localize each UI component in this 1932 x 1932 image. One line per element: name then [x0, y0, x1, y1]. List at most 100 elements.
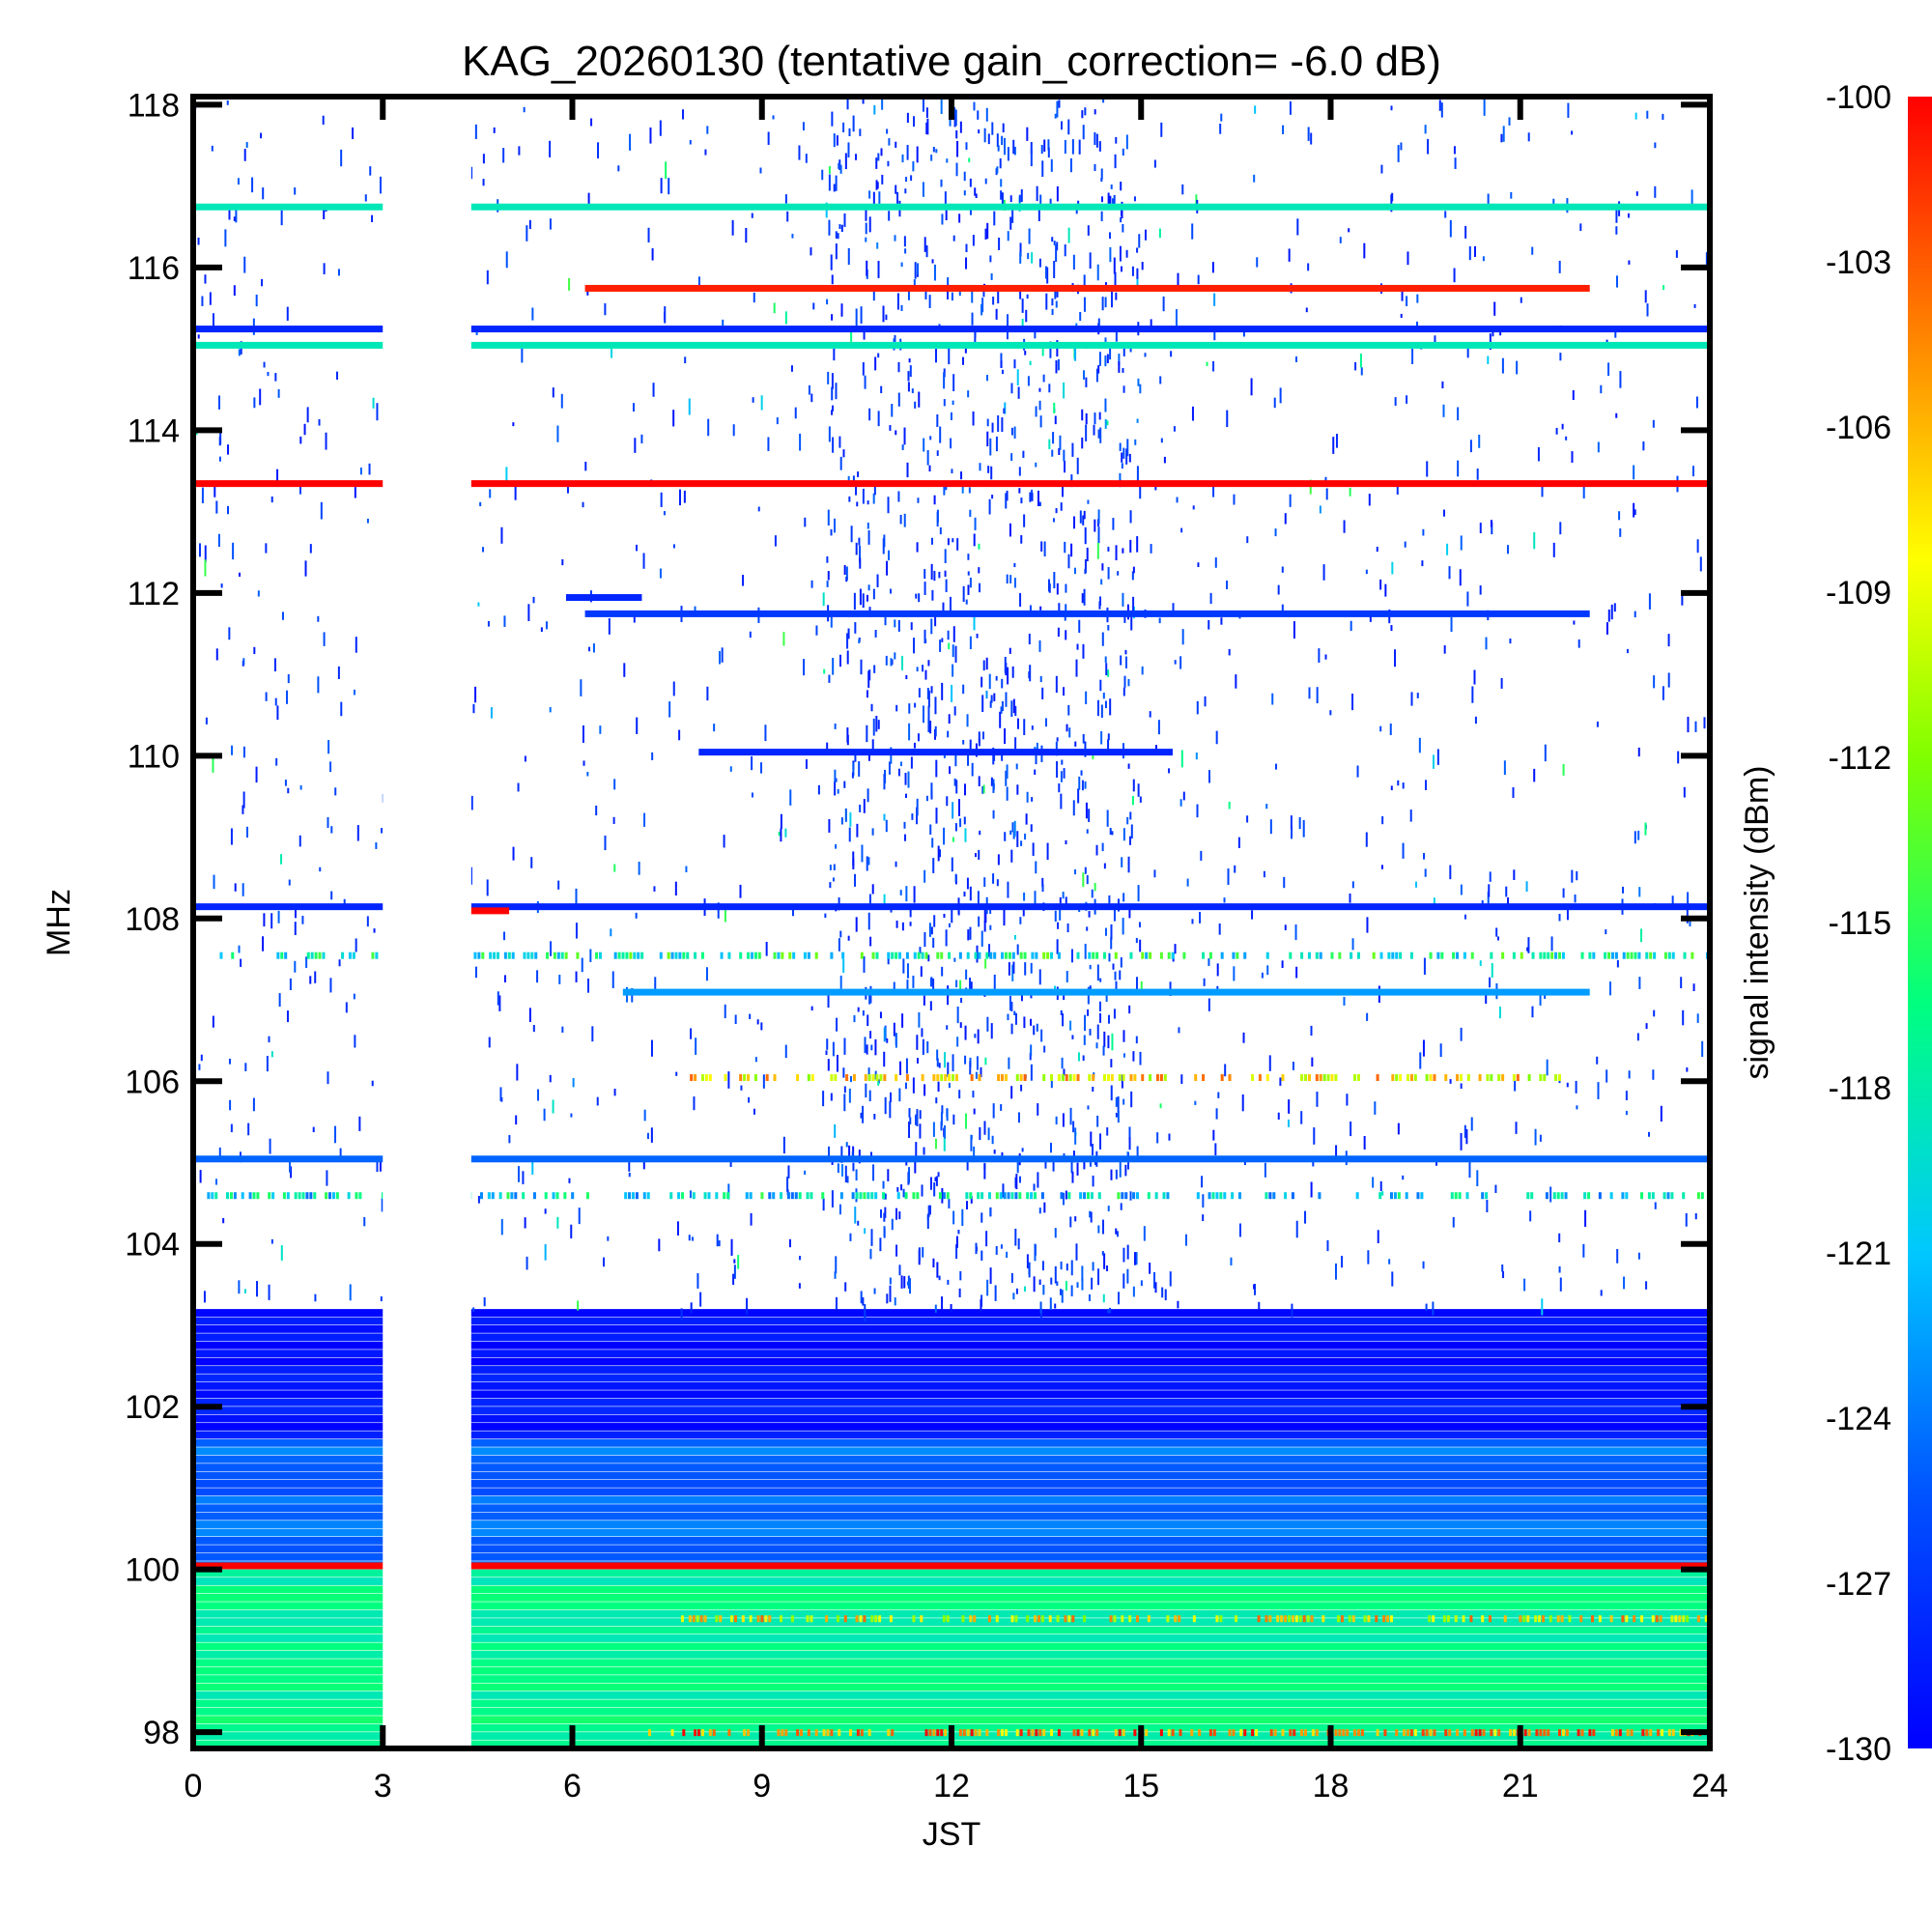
noise-speck: [757, 506, 760, 512]
noise-speck: [218, 456, 221, 462]
intermittent-band-segment: [958, 952, 962, 959]
intermittent-band-segment: [1092, 952, 1095, 959]
noise-speck: [824, 913, 827, 919]
noise-speck: [1288, 248, 1291, 262]
noise-speck: [760, 762, 763, 774]
colorbar-ticks: -100-103-106-109-112-115-118-121-124-127…: [1826, 79, 1891, 1768]
noise-speck: [855, 1169, 858, 1181]
noise-speck: [1010, 1002, 1013, 1011]
intermittent-band-segment: [1121, 1615, 1124, 1623]
noise-speck: [857, 471, 860, 477]
intermittent-band-segment: [1386, 1615, 1390, 1623]
noise-speck: [847, 475, 850, 484]
noise-speck: [888, 550, 891, 561]
noise-speck: [1269, 819, 1272, 835]
noise-speck: [978, 916, 980, 927]
noise-speck: [1476, 469, 1479, 480]
noise-speck: [1322, 564, 1325, 581]
noise-speck: [1130, 612, 1133, 631]
noise-speck: [1381, 1191, 1384, 1196]
noise-speck: [831, 386, 834, 401]
intermittent-band-segment: [352, 952, 355, 959]
noise-speck: [898, 1211, 901, 1220]
noise-speck: [1365, 832, 1368, 847]
noise-speck: [895, 1208, 898, 1220]
intermittent-band-segment: [1522, 1615, 1526, 1623]
noise-speck: [843, 564, 846, 576]
noise-speck: [1550, 936, 1553, 952]
noise-speck: [1126, 439, 1129, 457]
noise-speck: [951, 905, 953, 923]
noise-speck: [1129, 1191, 1132, 1201]
noise-speck: [1531, 246, 1534, 255]
noise-speck: [1162, 296, 1165, 312]
intermittent-band-segment: [694, 1729, 697, 1737]
intermittent-band-segment: [830, 952, 834, 959]
noise-speck: [973, 533, 976, 547]
intermittent-band-segment: [491, 1192, 495, 1200]
noise-speck: [375, 842, 378, 849]
noise-speck: [966, 1157, 969, 1171]
noise-speck: [634, 438, 637, 453]
noise-speck: [906, 145, 909, 160]
intermittent-band-segment: [1592, 1729, 1596, 1737]
noise-speck: [502, 148, 505, 163]
intermittent-band-segment: [1095, 952, 1099, 959]
noise-speck: [941, 638, 944, 642]
noise-speck: [1559, 1277, 1562, 1292]
noise-speck: [1050, 1277, 1053, 1285]
intermittent-band-segment: [966, 1729, 970, 1737]
noise-speck: [993, 974, 996, 992]
intermittent-band-segment: [727, 1729, 731, 1737]
intermittent-band-segment: [481, 952, 485, 959]
noise-speck: [923, 569, 926, 580]
intermittent-band-segment: [1057, 952, 1061, 959]
intermittent-band-segment: [747, 1729, 751, 1737]
noise-speck: [1008, 962, 1010, 976]
noise-speck: [869, 1031, 872, 1039]
noise-speck: [1558, 260, 1561, 273]
noise-speck: [908, 358, 911, 363]
noise-speck: [955, 162, 958, 177]
noise-speck: [270, 913, 273, 929]
noise-speck: [924, 290, 927, 300]
noise-speck: [1539, 1134, 1542, 1142]
noise-speck: [993, 693, 996, 701]
noise-speck: [810, 393, 813, 403]
noise-speck: [1085, 691, 1088, 705]
intermittent-band-segment: [633, 952, 637, 959]
noise-speck: [1128, 1005, 1131, 1014]
noise-speck: [243, 1289, 246, 1293]
intermittent-band-segment: [1056, 1615, 1060, 1623]
colorbar-tick-label: -115: [1828, 905, 1891, 942]
noise-speck: [1128, 836, 1131, 845]
intermittent-band-segment: [781, 1729, 784, 1737]
intermittent-band-segment: [1015, 1074, 1019, 1082]
noise-speck: [1633, 502, 1635, 518]
noise-speck: [586, 772, 589, 777]
noise-speck: [1060, 502, 1063, 511]
noise-speck: [1226, 580, 1229, 589]
intermittent-band-segment: [904, 1192, 908, 1200]
noise-speck: [949, 766, 952, 775]
noise-speck: [1136, 418, 1139, 423]
intermittent-band-segment: [1086, 1192, 1090, 1200]
noise-speck: [867, 1067, 870, 1081]
intermittent-band-segment: [1604, 952, 1607, 959]
noise-speck: [675, 1071, 678, 1076]
noise-speck: [1057, 922, 1060, 929]
noise-speck: [1083, 274, 1086, 291]
noise-speck: [1460, 535, 1463, 551]
noise-speck: [1006, 1251, 1009, 1259]
intermittent-band-segment: [1539, 1729, 1543, 1737]
intermittent-band-segment: [792, 952, 796, 959]
noise-speck: [1559, 522, 1562, 535]
noise-speck: [884, 1193, 887, 1200]
noise-speck: [1107, 547, 1110, 552]
noise-speck: [1168, 1133, 1171, 1141]
noise-speck: [862, 593, 865, 609]
intermittent-band-segment: [1034, 1192, 1037, 1200]
intermittent-band-segment: [887, 1729, 891, 1737]
intermittent-band-segment: [1289, 1729, 1293, 1737]
noise-speck: [843, 1037, 846, 1055]
